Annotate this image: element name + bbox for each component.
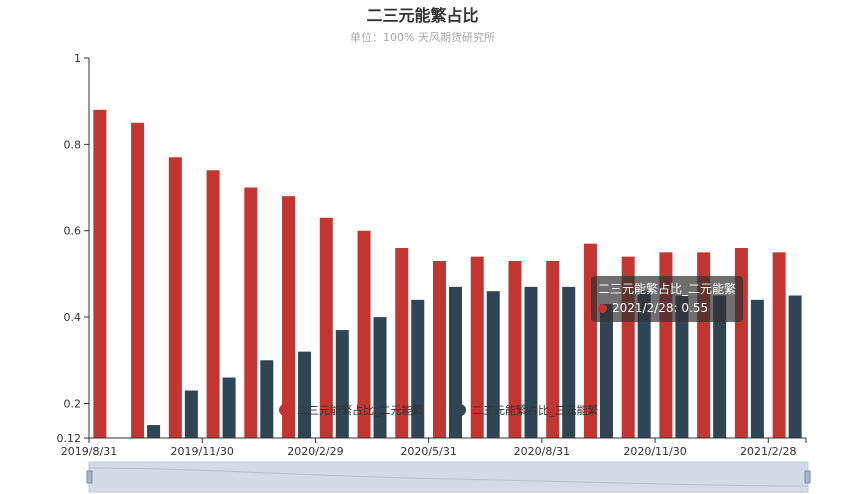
bar-san-17[interactable] [750,299,764,438]
chart-title: 二三元能繁占比 [366,6,479,25]
y-tick-label: 0.2 [64,397,82,410]
data-zoom-handle-left[interactable] [86,470,93,484]
bar-er-4[interactable] [244,187,258,438]
bar-er-2[interactable] [168,157,182,438]
bar-er-7[interactable] [357,230,371,438]
bar-er-11[interactable] [508,260,522,438]
bar-er-10[interactable] [470,256,484,438]
chart-subtitle: 单位：100% 天风期货研究所 [350,31,495,44]
bar-san-1[interactable] [147,425,161,438]
bar-san-9[interactable] [449,286,462,438]
y-tick-label: 0.6 [64,225,82,238]
bar-er-8[interactable] [395,248,409,438]
bar-san-13[interactable] [599,304,613,438]
bar-san-6[interactable] [335,330,349,438]
bar-san-7[interactable] [373,317,387,438]
tooltip-value: 2021/2/28: 0.55 [612,301,709,315]
legend-marker-1 [454,404,466,416]
x-tick-label: 2021/2/28 [740,445,796,458]
bar-san-10[interactable] [486,291,500,438]
bar-san-15[interactable] [675,295,689,439]
tooltip-series-marker [598,304,607,313]
bar-er-1[interactable] [131,122,145,438]
x-tick-label: 2020/5/31 [400,445,456,458]
bar-er-3[interactable] [206,170,220,439]
data-zoom-handle-right[interactable] [804,470,811,484]
y-tick-label: 0.8 [64,138,82,151]
bar-san-16[interactable] [713,295,727,439]
bar-er-9[interactable] [433,260,446,438]
bar-san-14[interactable] [637,291,651,438]
y-tick-label: 0.4 [64,311,82,324]
bar-er-12[interactable] [546,260,560,438]
legend-label-1: 二三元能繁占比_三元能繁 [472,403,599,417]
bar-er-18[interactable] [772,252,786,438]
x-tick-label: 2020/11/30 [623,445,686,458]
bar-san-3[interactable] [222,377,236,438]
legend-marker-0 [279,404,291,416]
data-zoom-track [88,461,809,493]
y-tick-label: 0.12 [57,432,82,445]
legend-label-0: 二三元能繁占比_二元能繁 [297,403,424,417]
bar-san-5[interactable] [298,351,312,438]
x-tick-label: 2019/11/30 [171,445,234,458]
bar-san-11[interactable] [524,286,538,438]
bar-er-6[interactable] [319,217,333,438]
x-tick-label: 2020/8/31 [514,445,570,458]
data-zoom-preview [88,467,809,487]
x-tick-label: 2019/8/31 [61,445,117,458]
bar-er-5[interactable] [282,196,296,438]
tooltip-title: 二三元能繁占比_二元能繁 [598,282,737,296]
bar-san-4[interactable] [260,360,274,438]
bar-san-2[interactable] [184,390,198,439]
x-tick-label: 2020/2/29 [287,445,343,458]
legend-item-1[interactable]: 二三元能繁占比_三元能繁 [454,403,599,417]
bar-er-0[interactable] [93,109,107,439]
y-tick-label: 1 [74,52,81,65]
bar-san-12[interactable] [562,286,576,438]
bar-san-8[interactable] [411,299,425,438]
legend-item-0[interactable]: 二三元能繁占比_二元能繁 [279,403,424,417]
bar-san-18[interactable] [788,295,802,439]
chart-tooltip: 二三元能繁占比_二元能繁 2021/2/28: 0.55 [591,276,744,322]
